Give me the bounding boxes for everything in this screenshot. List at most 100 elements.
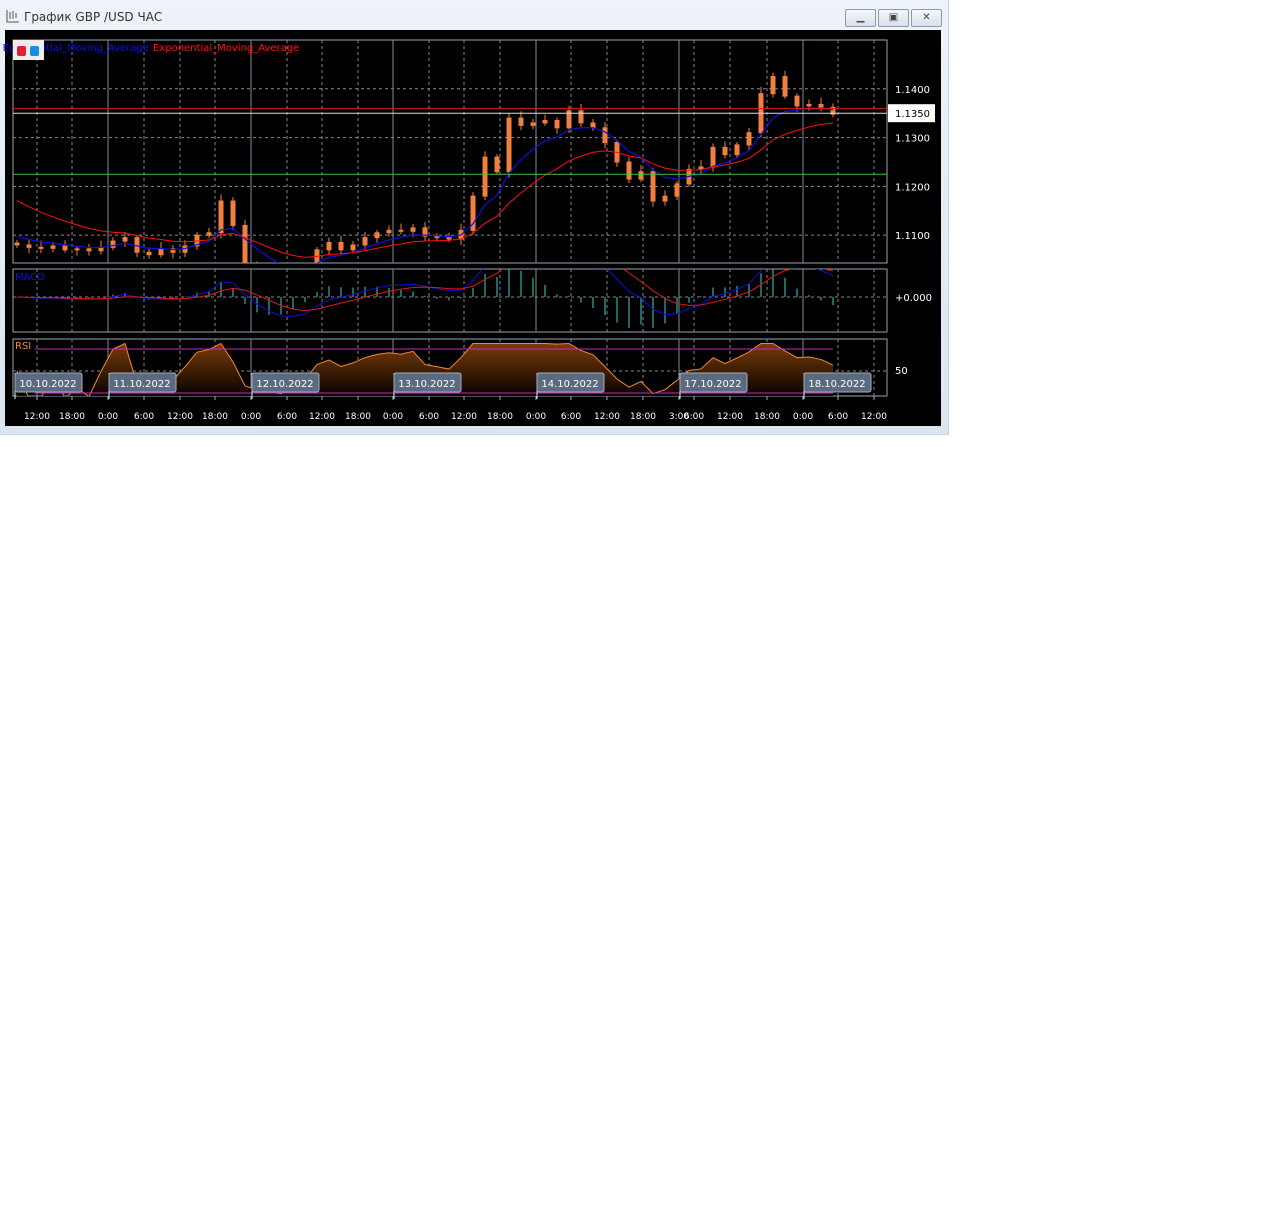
rsi-area (17, 343, 833, 396)
candle-body (350, 244, 356, 251)
time-tick-label: 3:00 (669, 412, 689, 422)
candle-body (38, 246, 44, 249)
date-flag-label: 14.10.2022 (541, 379, 598, 390)
time-tick-label: 0:00 (241, 412, 261, 422)
time-tick-label: 0:00 (793, 412, 813, 422)
close-button[interactable]: ✕ (911, 9, 942, 27)
time-tick-label: 0:00 (526, 412, 546, 422)
chart-area[interactable]: 1.1400 1.1300 1.1200 1.1100 1.1350 12:00 18:00… (0, 0, 948, 434)
time-tick-label: 12:00 (309, 412, 335, 422)
legend-ema-fast: Exponential_Moving_Average (3, 43, 149, 54)
candle-body (338, 242, 344, 251)
minimize-icon: ▁ (856, 12, 865, 23)
blue-square-icon (30, 46, 39, 56)
date-flag (679, 372, 748, 393)
time-tick-label: 6:00 (134, 412, 154, 422)
candle-body (722, 146, 728, 156)
candle-body (26, 244, 32, 248)
time-tick-label: 18:00 (59, 412, 85, 422)
date-flag-label: 17.10.2022 (684, 379, 741, 390)
candle-body (386, 229, 392, 234)
candle-body (14, 242, 20, 246)
candle-body (746, 132, 752, 146)
candle-body (158, 248, 164, 256)
candle-body (482, 156, 488, 197)
candle-body (206, 232, 212, 236)
macd-zero-label: +0.000 (895, 293, 932, 304)
candle-body (710, 146, 716, 168)
candle-body (734, 144, 740, 156)
time-tick-label: 18:00 (487, 412, 513, 422)
candle-body (110, 240, 116, 248)
time-tick-label: 12:00 (717, 412, 743, 422)
candle-body (530, 122, 536, 126)
legend-ema-slow: Exponential_Moving_Average (153, 43, 299, 54)
candle-body (770, 76, 776, 95)
restore-button[interactable]: ▣ (878, 9, 909, 27)
candle-body (590, 122, 596, 129)
candle-body (422, 227, 428, 237)
candle-body (506, 117, 512, 173)
time-tick-label: 6:00 (684, 412, 704, 422)
time-tick-label: 18:00 (345, 412, 371, 422)
candle-body (782, 76, 788, 97)
macd-line (16, 269, 834, 317)
time-tick-label: 6:00 (561, 412, 581, 422)
price-tick-label: 1.1200 (895, 182, 930, 193)
date-flag (536, 372, 605, 393)
time-tick-label: 6:00 (828, 412, 848, 422)
candle-body (542, 120, 548, 124)
candle-body (134, 237, 140, 253)
candle-body (446, 237, 452, 240)
close-icon: ✕ (922, 12, 931, 23)
candle-body (518, 117, 524, 126)
time-tick-label: 18:00 (202, 412, 228, 422)
candle-body (830, 106, 836, 115)
current-price-tag (888, 104, 935, 123)
time-tick-label: 12:00 (167, 412, 193, 422)
candle-body (638, 171, 644, 180)
time-tick-label: 0:00 (98, 412, 118, 422)
candle-body (554, 120, 560, 129)
current-price-label: 1.1350 (895, 109, 930, 120)
candle-body (818, 103, 824, 108)
chart-app-icon (6, 10, 19, 23)
candle-body (50, 245, 56, 249)
minimize-button[interactable]: ▁ (845, 9, 876, 27)
date-flag-label: 12.10.2022 (256, 379, 313, 390)
time-tick-label: 0:00 (383, 412, 403, 422)
time-tick-label: 12:00 (451, 412, 477, 422)
date-flag (251, 372, 320, 393)
candle-body (86, 248, 92, 252)
candle-body (374, 232, 380, 239)
candle-body (362, 237, 368, 246)
date-flag-label: 18.10.2022 (808, 379, 865, 390)
candle-body (242, 224, 248, 263)
candle-body (806, 103, 812, 107)
candle-body (398, 229, 404, 232)
window-title: График GBP /USD ЧАС (24, 10, 163, 24)
date-flag-label: 11.10.2022 (113, 379, 170, 390)
macd-label: MACD (15, 272, 45, 283)
date-flag (803, 372, 872, 393)
price-tick-label: 1.1100 (895, 231, 930, 242)
panel-frame (12, 268, 888, 333)
time-tick-label: 12:00 (24, 412, 50, 422)
rsi-label: RSI (15, 341, 31, 352)
price-tick-label: 1.1300 (895, 134, 930, 145)
time-tick-label: 18:00 (754, 412, 780, 422)
candle-body (170, 248, 176, 253)
date-flag (393, 372, 462, 393)
candle-body (602, 127, 608, 143)
ema-slow-line (16, 122, 834, 258)
macd-signal-line (16, 269, 834, 312)
candle-body (674, 183, 680, 197)
time-tick-label: 6:00 (277, 412, 297, 422)
candle-body (626, 161, 632, 180)
time-tick-label: 6:00 (419, 412, 439, 422)
time-tick-label: 12:00 (861, 412, 887, 422)
time-tick-label: 18:00 (630, 412, 656, 422)
candle-body (326, 242, 332, 251)
panel-frame (12, 39, 888, 264)
candle-body (794, 95, 800, 107)
